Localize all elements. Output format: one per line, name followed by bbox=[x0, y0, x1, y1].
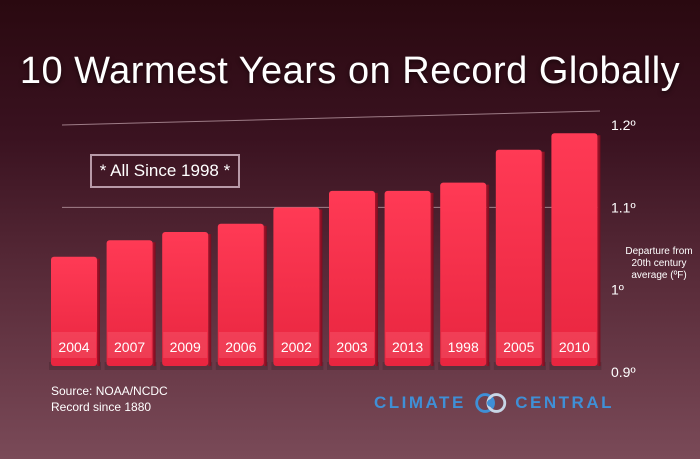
bar-rect bbox=[551, 133, 598, 366]
bar-rect bbox=[273, 207, 320, 366]
bar-2006: 2006 bbox=[215, 223, 268, 370]
bar-year-label: 2003 bbox=[336, 339, 367, 355]
bar-2004: 2004 bbox=[49, 256, 101, 370]
bar-rect bbox=[106, 240, 153, 366]
bar-1998: 1998 bbox=[438, 182, 491, 370]
bar-rect bbox=[162, 232, 209, 366]
bar-year-label: 1998 bbox=[448, 339, 479, 355]
climate-central-rings-icon bbox=[475, 393, 507, 413]
bar-year-label: 2005 bbox=[503, 339, 534, 355]
bar-rect bbox=[329, 190, 375, 366]
all-since-1998-note: * All Since 1998 * bbox=[90, 154, 240, 188]
climate-central-logo: CLIMATE CENTRAL bbox=[374, 390, 614, 416]
logo-word-climate: CLIMATE bbox=[374, 393, 466, 412]
bar-rect bbox=[440, 182, 487, 366]
bar-year-label: 2010 bbox=[559, 339, 590, 355]
bar-rect bbox=[384, 190, 431, 366]
record-line: Record since 1880 bbox=[51, 400, 152, 414]
bar-2013: 2013 bbox=[382, 190, 435, 370]
source-note: Source: NOAA/NCDC Record since 1880 bbox=[51, 383, 168, 415]
gridline bbox=[61, 110, 601, 126]
bar-2010: 2010 bbox=[549, 133, 602, 370]
bar-2003: 2003 bbox=[327, 190, 379, 370]
bar-year-label: 2009 bbox=[170, 339, 201, 355]
bar-2007: 2007 bbox=[104, 240, 157, 370]
bar-year-label: 2002 bbox=[281, 339, 312, 355]
bar-year-label: 2006 bbox=[225, 339, 256, 355]
bar-2009: 2009 bbox=[160, 232, 213, 370]
bar-rect bbox=[217, 223, 264, 366]
y-tick-label: 1º bbox=[611, 282, 624, 298]
logo-word-central: CENTRAL bbox=[515, 393, 614, 412]
bar-rect bbox=[495, 149, 542, 366]
y-tick-label: 1.1º bbox=[611, 199, 636, 215]
chart-title: 10 Warmest Years on Record Globally bbox=[19, 50, 681, 92]
bar-rect bbox=[51, 256, 97, 366]
bar-year-label: 2004 bbox=[58, 339, 89, 355]
bar-year-label: 2013 bbox=[392, 339, 423, 355]
source-line: Source: NOAA/NCDC bbox=[51, 384, 168, 398]
bar-2002: 2002 bbox=[271, 207, 324, 370]
bar-2005: 2005 bbox=[493, 149, 546, 370]
y-tick-label: 1.2º bbox=[611, 117, 636, 133]
bar-year-label: 2007 bbox=[114, 339, 145, 355]
y-axis-label: Departure from 20th century average (ºF) bbox=[625, 246, 693, 281]
y-tick-label: 0.9º bbox=[611, 364, 636, 380]
